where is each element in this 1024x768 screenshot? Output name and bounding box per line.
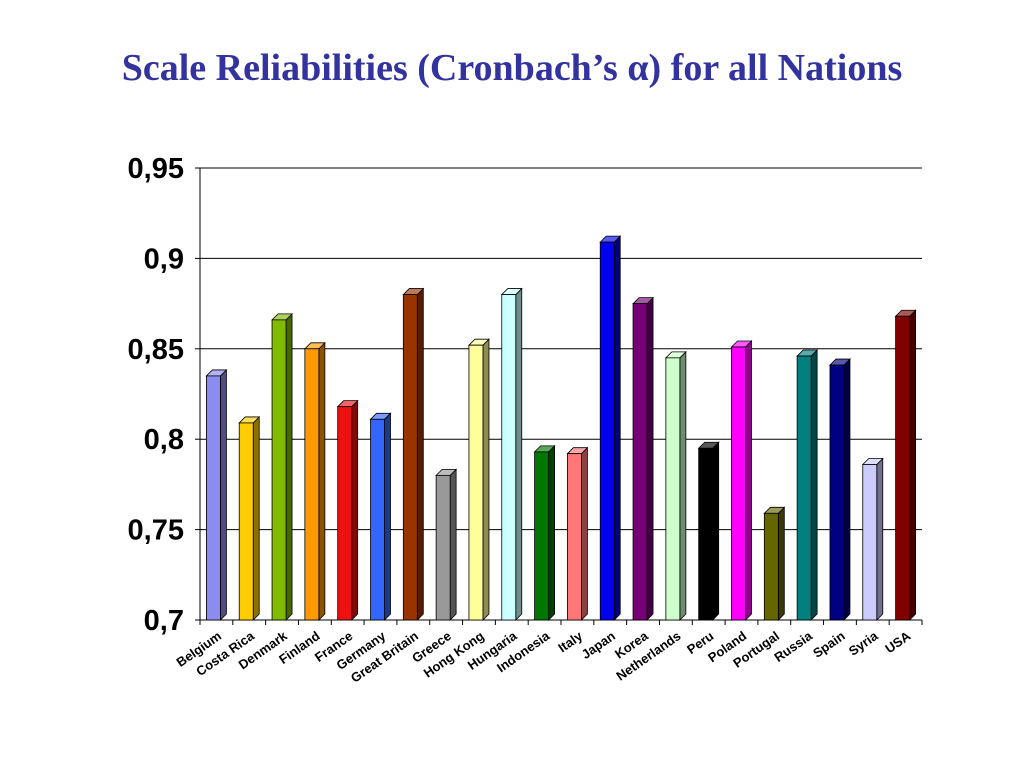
bar <box>861 457 884 621</box>
x-category-label: USA <box>882 628 914 656</box>
bar <box>533 444 556 621</box>
y-tick-label: 0,75 <box>128 515 184 547</box>
x-category-label: Spain <box>810 628 848 661</box>
slide-title: Scale Reliabilities (Cronbach’s α) for a… <box>121 47 903 89</box>
bars <box>205 235 917 621</box>
y-tick-label: 0,85 <box>128 334 184 366</box>
y-tick-label: 0,95 <box>128 153 184 185</box>
bar <box>500 287 523 621</box>
y-axis-tick-labels: 0,7 0,75 0,8 0,85 0,9 0,95 <box>128 153 184 637</box>
bar <box>271 312 294 621</box>
x-category-label: Russia <box>771 628 815 665</box>
bar <box>369 412 392 621</box>
y-tick-label: 0,9 <box>144 243 184 275</box>
bar <box>205 368 228 621</box>
bar <box>336 399 359 621</box>
bar <box>796 349 819 621</box>
bar <box>238 415 261 621</box>
bar <box>894 309 917 621</box>
bar <box>303 341 326 621</box>
bar <box>435 468 458 621</box>
bar <box>828 358 851 621</box>
bar <box>664 350 687 621</box>
x-category-label: Syria <box>846 628 881 659</box>
bar <box>467 338 490 621</box>
y-tick-label: 0,8 <box>144 424 184 456</box>
bar <box>599 235 622 621</box>
bar <box>632 296 655 621</box>
bar <box>402 287 425 621</box>
bar <box>763 506 786 621</box>
y-tick-label: 0,7 <box>144 605 184 637</box>
bar <box>730 340 753 621</box>
bar <box>697 441 720 621</box>
x-category-label: Japan <box>579 628 618 662</box>
bar <box>566 446 589 621</box>
